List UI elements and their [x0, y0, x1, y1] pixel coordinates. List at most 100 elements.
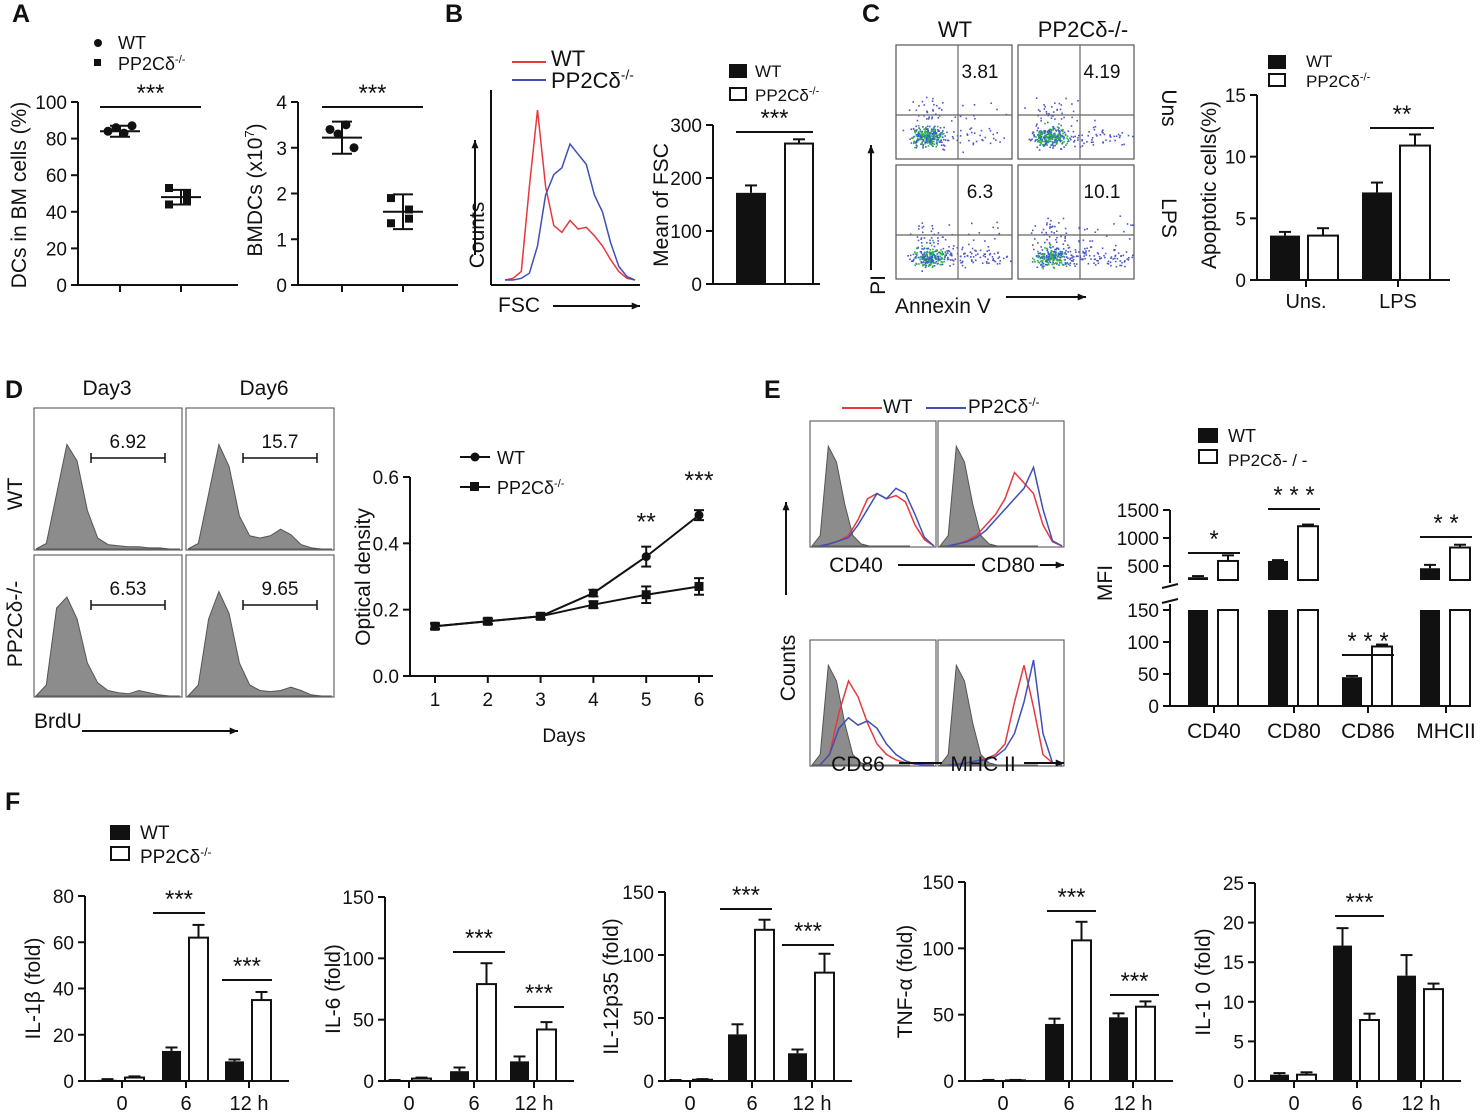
- flow-event: [926, 260, 928, 263]
- flow-event: [1067, 257, 1069, 260]
- flow-event: [1039, 139, 1042, 142]
- flow-event: [1085, 252, 1087, 254]
- flow-event: [916, 140, 918, 142]
- flow-event: [1056, 258, 1058, 260]
- flow-event: [1043, 108, 1046, 110]
- flow-event: [1095, 133, 1097, 136]
- mfi-isotype-histogram: [938, 663, 1038, 766]
- flow-event: [938, 259, 940, 261]
- flow-event: [916, 236, 919, 238]
- flow-event: [914, 264, 916, 267]
- cytokine-3-y-tick-label: 100: [922, 939, 954, 960]
- flow-event: [1083, 228, 1086, 231]
- flow-event: [992, 133, 995, 136]
- flow-event: [922, 248, 925, 251]
- flow-event: [1061, 142, 1063, 145]
- flow-event: [937, 129, 939, 131]
- flow-event: [933, 138, 936, 141]
- flow-event: [1047, 114, 1050, 117]
- flow-event: [1104, 252, 1107, 255]
- cytokine-4-y-tick-label: 20: [1223, 914, 1244, 935]
- apop-row-lps: LPS: [1157, 198, 1180, 238]
- flow-event: [1094, 125, 1097, 128]
- flow-event: [921, 222, 924, 224]
- flow-event: [1070, 125, 1073, 127]
- bmdcs-plot-sig-stars: ***: [358, 80, 386, 107]
- dcs-plot-ko-point: [165, 200, 173, 209]
- flow-event: [924, 142, 927, 145]
- flow-event: [1050, 231, 1053, 233]
- flow-event: [924, 266, 927, 269]
- mfibar-sig-cd86-stars: * * *: [1347, 628, 1388, 655]
- flow-event: [1067, 130, 1070, 132]
- flow-event: [1041, 132, 1043, 134]
- flow-event: [919, 250, 922, 253]
- flow-event: [931, 116, 934, 118]
- flow-event: [911, 260, 914, 262]
- dcs-plot-y-tick-label: 40: [46, 203, 67, 224]
- flow-event: [930, 259, 933, 262]
- flow-event: [909, 254, 912, 257]
- flow-event: [941, 131, 943, 134]
- flow-event: [1059, 108, 1062, 111]
- flow-event: [1054, 256, 1057, 259]
- flow-event: [1049, 146, 1051, 149]
- flow-event: [939, 252, 942, 255]
- flow-event: [921, 141, 924, 143]
- flow-event: [929, 242, 932, 244]
- flow-event: [984, 240, 986, 242]
- flow-event: [1043, 265, 1045, 268]
- cytokine-4-y-tick-label: 5: [1233, 1032, 1244, 1053]
- flow-event: [984, 256, 987, 258]
- flow-event: [1039, 138, 1042, 140]
- flow-event: [973, 114, 975, 117]
- flow-event: [1054, 134, 1057, 136]
- flow-event: [1056, 236, 1058, 239]
- flow-event: [1056, 254, 1058, 256]
- flow-event: [944, 238, 947, 241]
- flow-event: [1052, 251, 1055, 253]
- flow-event: [933, 241, 935, 244]
- flow-event: [1077, 100, 1079, 102]
- flow-event: [1033, 135, 1036, 138]
- flow-event: [1039, 110, 1041, 113]
- cytokine-1-category-label: 0: [403, 1093, 414, 1112]
- flow-event: [941, 141, 943, 143]
- cytokine-0-wt-bar: [98, 1079, 117, 1081]
- cytokine-0-ko-bar: [188, 936, 209, 1082]
- flow-event: [1045, 110, 1048, 113]
- flow-event: [1033, 134, 1035, 136]
- flow-event: [933, 265, 936, 267]
- flow-event: [902, 129, 905, 132]
- flow-event: [979, 256, 982, 259]
- flow-event: [1102, 142, 1104, 144]
- flow-event: [977, 253, 979, 255]
- cytokine-0-sig-stars: ***: [165, 886, 193, 913]
- flow-event: [1072, 136, 1075, 138]
- flow-event: [1054, 144, 1056, 147]
- flow-event: [934, 250, 937, 253]
- flow-event: [1037, 250, 1039, 253]
- flow-event: [1078, 240, 1080, 242]
- cytokine-2-category-label: 0: [684, 1093, 695, 1112]
- bmdcs-ylabel: BMDCs (x107): [242, 123, 267, 256]
- flow-event: [1087, 135, 1089, 137]
- flow-event: [914, 130, 916, 132]
- flow-event: [1037, 140, 1039, 142]
- flow-event: [1103, 133, 1106, 136]
- fscbar-legend-ko-box: [729, 87, 747, 101]
- flow-event: [1038, 130, 1041, 133]
- flow-event: [1049, 246, 1051, 248]
- flow-event: [1046, 260, 1048, 262]
- flow-event: [1078, 251, 1080, 253]
- flow-event: [1039, 131, 1041, 134]
- flow-event: [961, 264, 964, 267]
- flow-event: [922, 264, 924, 267]
- dcs-plot-wt-point: [127, 121, 137, 131]
- apopbar-y-tick-label: 5: [1235, 209, 1246, 230]
- flow-event: [1041, 256, 1043, 258]
- flow-event: [1102, 129, 1104, 131]
- flow-event: [1119, 135, 1121, 137]
- flow-event: [1056, 135, 1058, 138]
- flow-event: [932, 227, 934, 230]
